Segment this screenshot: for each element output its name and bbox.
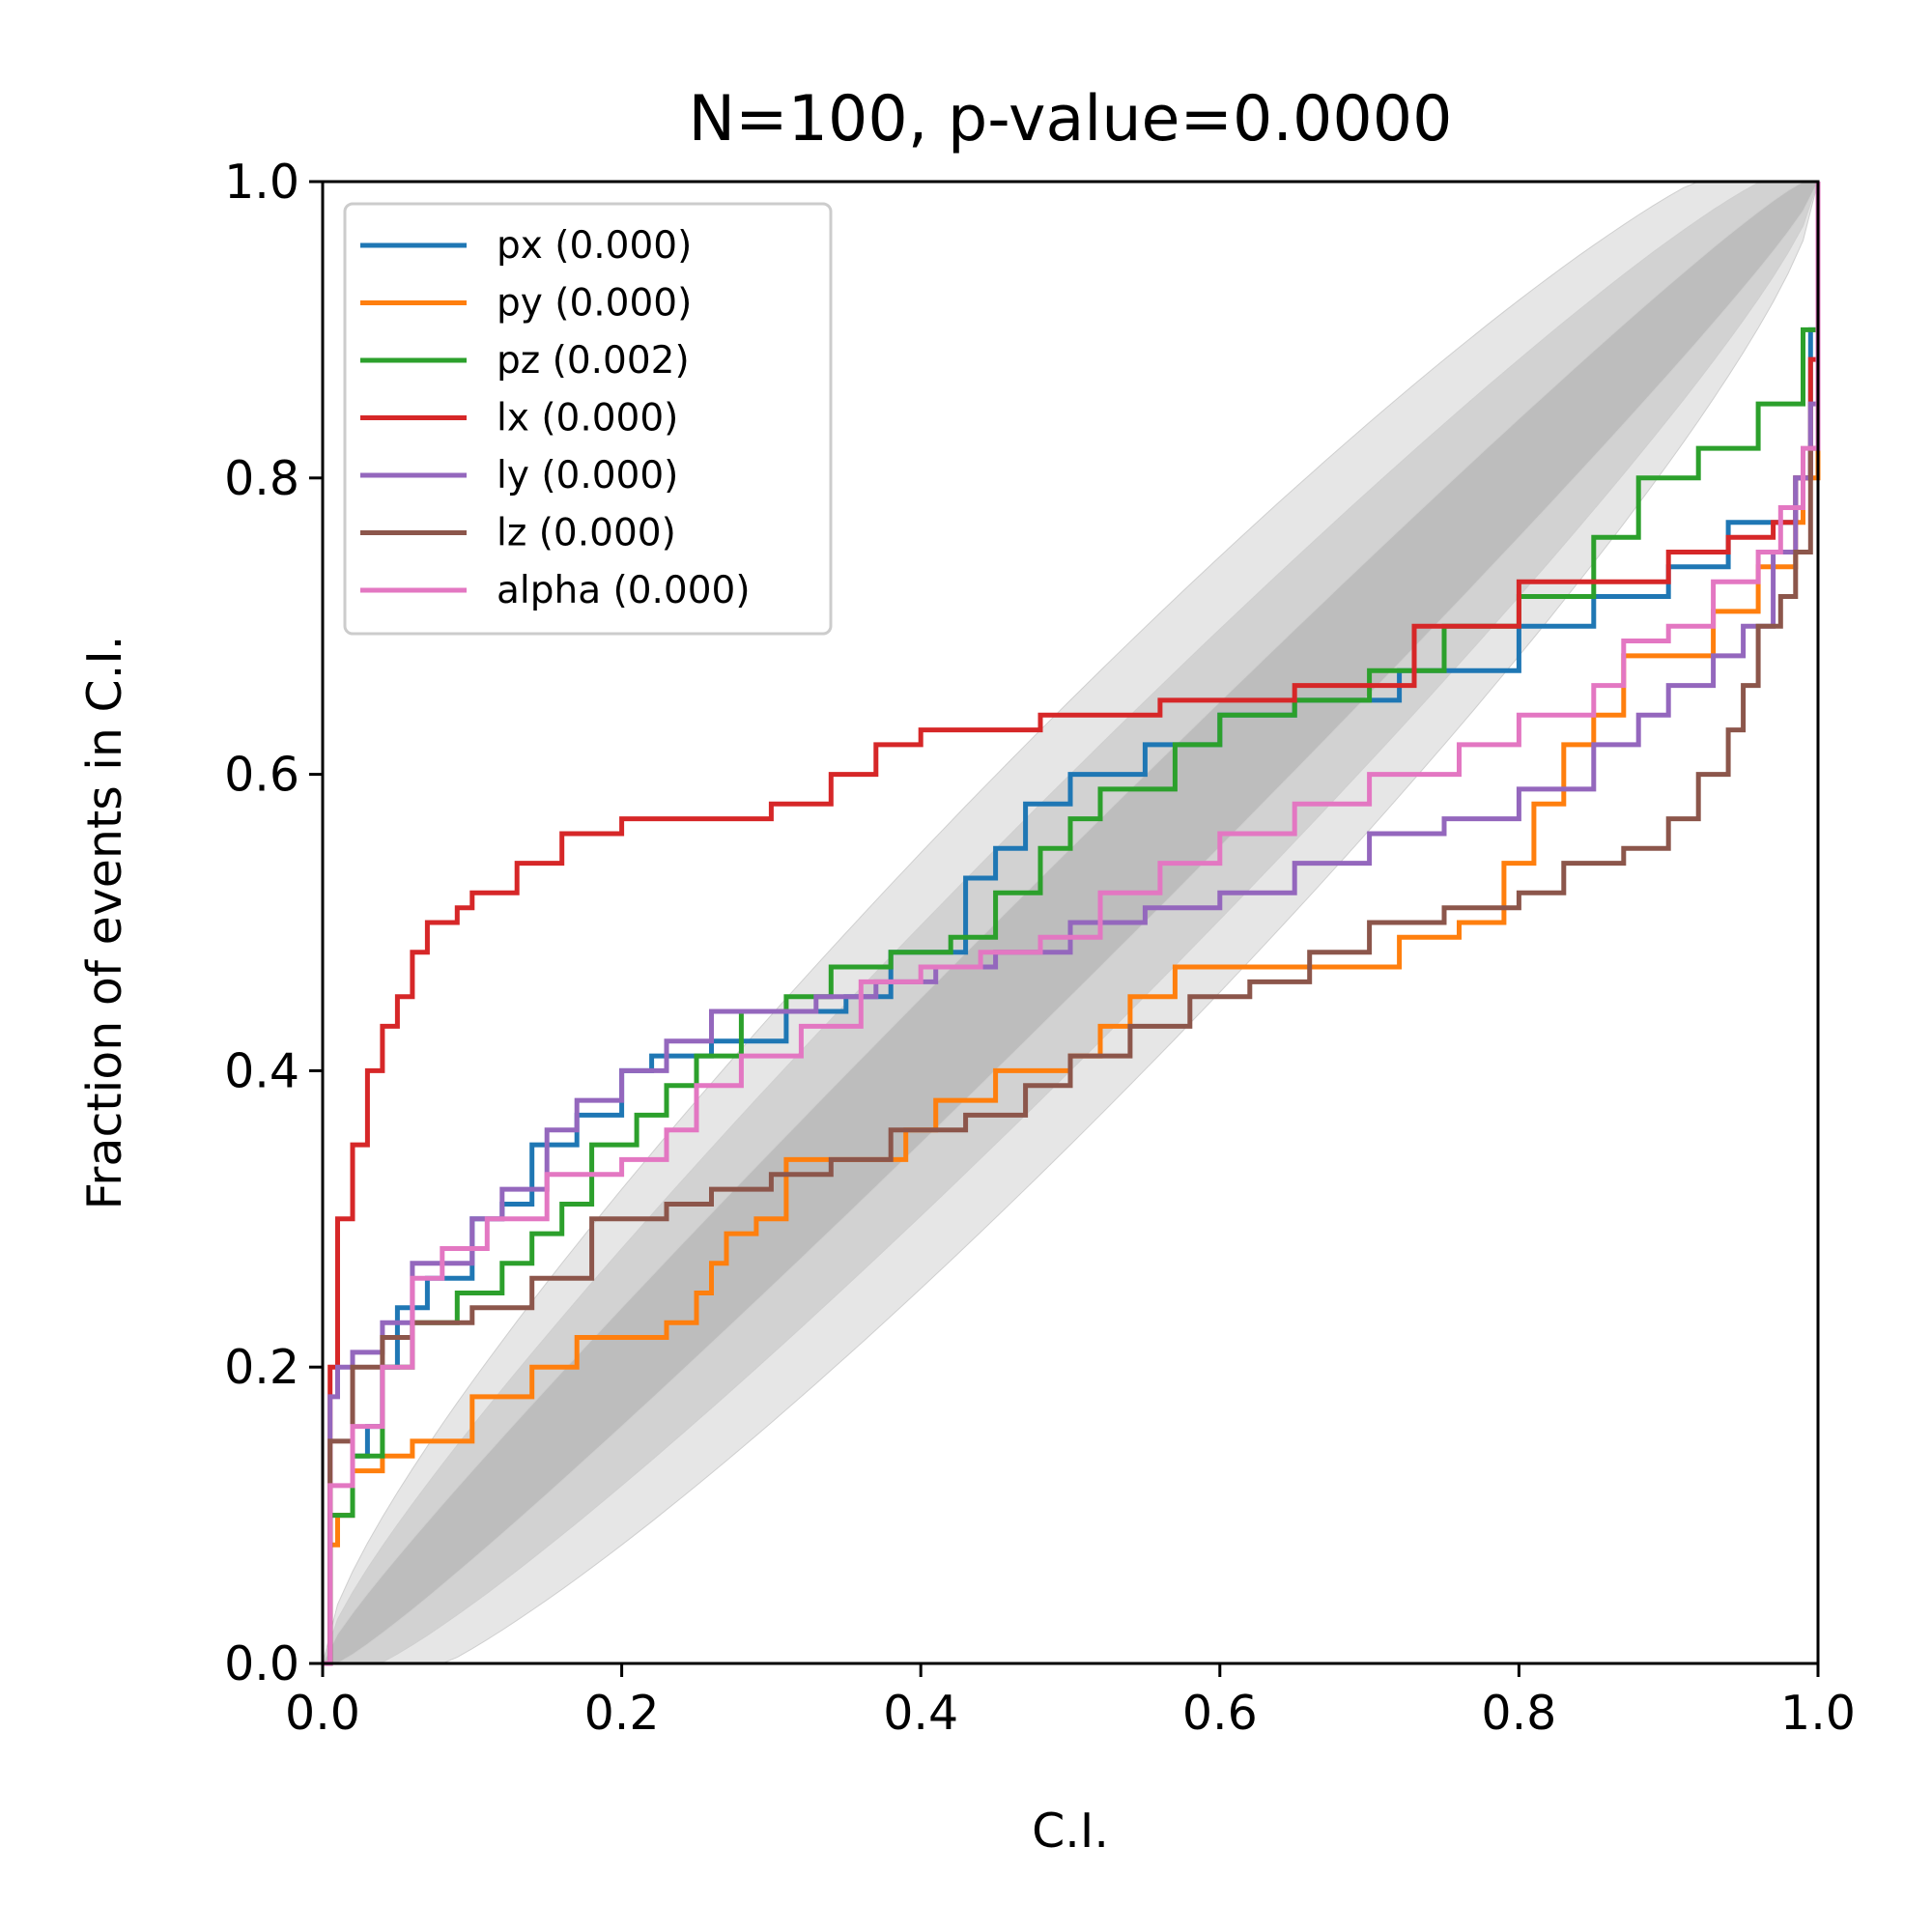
legend-label: px (0.000) (497, 224, 692, 268)
series-line-2 (323, 182, 1821, 1666)
legend: px (0.000) py (0.000) pz (0.002) lx (0.000)… (343, 202, 833, 636)
series-line-6 (323, 182, 1821, 1666)
x-tick-label: 0.2 (584, 1686, 660, 1741)
legend-label: alpha (0.000) (497, 569, 751, 612)
y-tick-label: 0.4 (224, 1043, 299, 1098)
y-tick-label: 0.8 (224, 451, 299, 506)
legend-label: pz (0.002) (497, 339, 690, 383)
y-tick-label: 1.0 (224, 155, 299, 210)
series-line-5 (323, 182, 1821, 1666)
legend-box (343, 202, 833, 636)
y-axis-title: Fraction of events in C.I. (77, 636, 132, 1210)
series-line-4 (323, 182, 1821, 1666)
x-tick-label: 0.0 (285, 1686, 360, 1741)
y-tick-label: 0.6 (224, 748, 299, 803)
legend-label: ly (0.000) (497, 454, 678, 497)
x-tick-label: 0.6 (1182, 1686, 1258, 1741)
y-tick-label: 0.2 (224, 1340, 299, 1395)
series-line-3 (323, 182, 1821, 1666)
chart-title: N=100, p-value=0.0000 (689, 83, 1453, 156)
legend-label: py (0.000) (497, 282, 692, 326)
legend-label: lz (0.000) (497, 512, 676, 555)
legend-label: lx (0.000) (497, 397, 678, 440)
x-tick-label: 1.0 (1780, 1686, 1856, 1741)
x-tick-label: 0.8 (1481, 1686, 1556, 1741)
plot-frame (321, 180, 1820, 1665)
series-line-1 (323, 182, 1821, 1666)
axis-ticks: 0.0 0.2 0.4 0.6 0.8 1.0 0.0 0.2 0.4 0.6 0.8 1.0 (224, 155, 1856, 1741)
series-lines (323, 182, 1821, 1666)
x-tick-label: 0.4 (883, 1686, 958, 1741)
x-axis-title: C.I. (1032, 1804, 1109, 1859)
y-tick-label: 0.0 (224, 1636, 299, 1691)
